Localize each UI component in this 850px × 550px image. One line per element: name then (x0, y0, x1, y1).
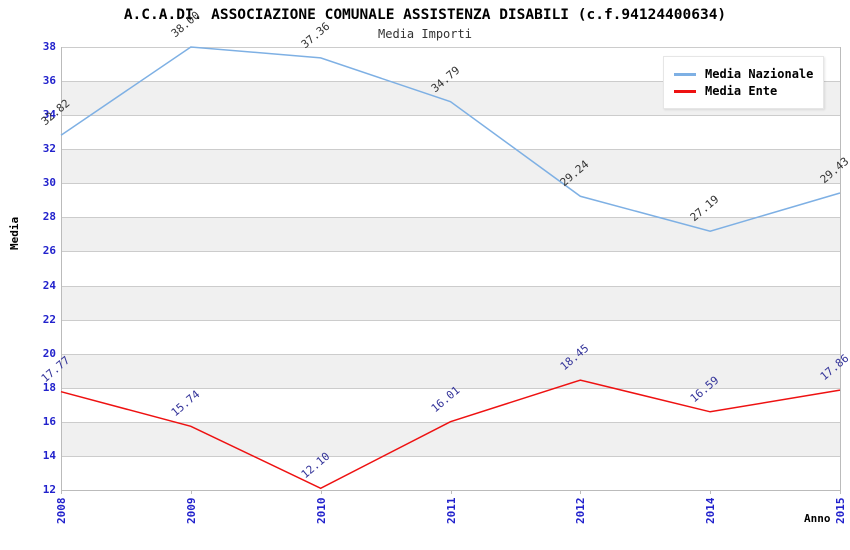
plot-band (61, 455, 840, 490)
x-tick-label: 2012 (574, 497, 588, 525)
chart-subtitle: Media Importi (378, 27, 472, 41)
gridline (61, 217, 840, 219)
plot-border (840, 47, 841, 490)
gridline (61, 183, 840, 185)
y-tick-label: 22 (42, 312, 56, 326)
legend: Media Nazionale Media Ente (663, 56, 825, 109)
gridline (61, 149, 840, 151)
x-tick-mark (190, 490, 192, 494)
x-axis-title: Anno (804, 512, 831, 525)
gridline (61, 353, 840, 355)
y-tick-label: 12 (42, 483, 56, 496)
y-tick-label: 20 (42, 346, 56, 360)
y-axis-title: Media (8, 216, 21, 250)
plot-border (61, 47, 62, 490)
x-tick-label: 2014 (704, 497, 718, 525)
y-tick-label: 26 (42, 244, 56, 258)
plot-band (61, 149, 840, 184)
gridline (61, 285, 840, 287)
y-tick-label: 34 (42, 108, 56, 122)
y-tick-label: 18 (42, 380, 56, 394)
plot-band (61, 387, 840, 422)
legend-item-media-ente: Media Ente (674, 84, 813, 98)
x-tick-label: 2015 (834, 497, 847, 525)
y-tick-label: 30 (42, 176, 56, 190)
legend-swatch-media-nazionale (674, 72, 696, 76)
x-tick-mark (61, 490, 62, 494)
y-tick-label: 32 (42, 142, 56, 156)
y-tick-label: 38 (42, 40, 56, 53)
y-tick-label: 36 (42, 74, 56, 88)
series-lines (60, 46, 841, 490)
x-tick-label: 2010 (314, 497, 328, 525)
y-tick-label: 16 (42, 414, 56, 428)
legend-item-media-nazionale: Media Nazionale (674, 67, 813, 81)
legend-label-media-nazionale: Media Nazionale (705, 67, 814, 81)
x-tick-mark (450, 490, 452, 494)
plot-band (61, 421, 840, 456)
x-tick-label: 2008 (55, 497, 68, 525)
series-line-media-ente (60, 379, 841, 490)
gridline (61, 455, 840, 457)
y-tick-label: 14 (42, 448, 56, 462)
x-tick-mark (320, 490, 322, 494)
legend-swatch-media-ente (674, 89, 696, 93)
plot-band (61, 285, 840, 320)
plot-band (61, 319, 840, 354)
y-tick-label: 24 (42, 278, 56, 292)
y-tick-label: 28 (42, 210, 56, 224)
gridline (61, 319, 840, 321)
plot-band (61, 115, 840, 150)
chart-title: A.C.A.DI. ASSOCIAZIONE COMUNALE ASSISTEN… (123, 7, 727, 23)
x-tick-label: 2011 (444, 497, 458, 525)
x-tick-mark (710, 490, 712, 494)
x-tick-mark (840, 490, 841, 494)
gridline (61, 251, 840, 253)
gridline (61, 81, 840, 83)
series-line-media-nazionale (60, 46, 841, 232)
legend-label-media-ente: Media Ente (705, 84, 778, 98)
gridline (61, 47, 840, 48)
gridline (61, 387, 840, 389)
plot-band (61, 251, 840, 286)
gridline (61, 115, 840, 117)
x-tick-label: 2009 (184, 497, 198, 525)
plot-band (61, 353, 840, 388)
plot-band (61, 183, 840, 218)
x-tick-mark (580, 490, 582, 494)
plot-band (61, 217, 840, 252)
